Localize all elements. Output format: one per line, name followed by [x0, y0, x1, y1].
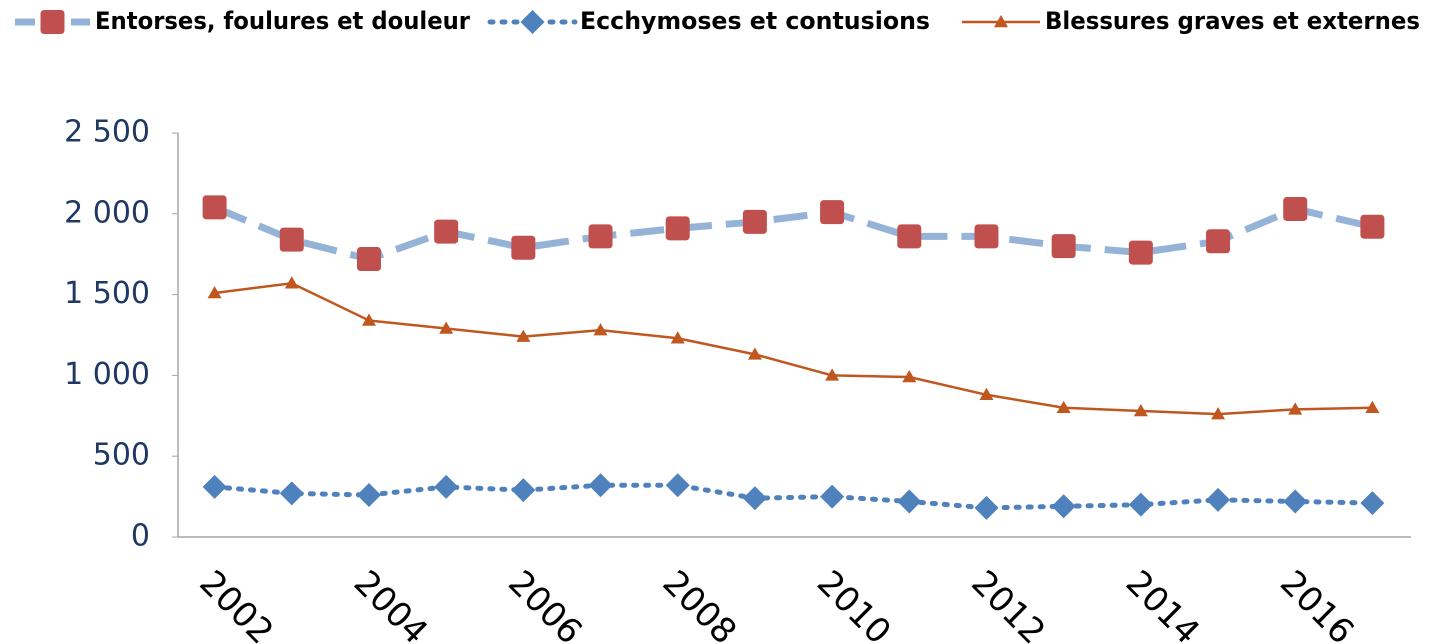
data-point [897, 489, 922, 514]
data-point [356, 482, 381, 507]
x-tick-label: 2002 [192, 563, 281, 644]
data-point [202, 195, 227, 220]
data-point [434, 219, 459, 244]
data-point [1133, 403, 1148, 417]
data-point [1283, 196, 1308, 221]
series-line [213, 204, 1374, 263]
data-point [825, 368, 840, 381]
data-point [974, 224, 999, 249]
data-point [1128, 240, 1153, 265]
x-tick-label: 2016 [1272, 563, 1361, 644]
data-point [588, 473, 613, 498]
series-line [212, 482, 1375, 511]
data-point [1288, 402, 1303, 415]
data-point [1283, 489, 1308, 514]
legend-label: Ecchymoses et contusions [580, 7, 930, 35]
data-point [588, 224, 613, 249]
data-point [202, 474, 227, 499]
data-point [593, 323, 608, 336]
data-point [1056, 400, 1071, 413]
data-point [439, 321, 454, 334]
data-point [820, 484, 845, 509]
data-point [897, 224, 922, 249]
legend-label: Blessures graves et externes [1045, 7, 1420, 35]
legend-marker [994, 15, 1008, 28]
data-point [356, 247, 381, 272]
data-point [511, 478, 536, 503]
data-point [1360, 214, 1385, 239]
data-point [1206, 229, 1231, 254]
y-tick-label: 500 [93, 438, 150, 473]
data-point [902, 370, 917, 383]
data-point [1211, 407, 1226, 420]
data-point [820, 200, 845, 225]
data-point [742, 209, 767, 234]
data-point [979, 387, 994, 401]
y-tick-label: 2 000 [64, 195, 150, 230]
data-point [665, 473, 690, 498]
data-point [1051, 494, 1076, 519]
data-point [511, 235, 536, 260]
data-point [434, 474, 459, 499]
data-point [1051, 234, 1076, 259]
data-point [974, 495, 999, 520]
legend-marker [520, 10, 545, 34]
x-tick-label: 2010 [809, 563, 898, 644]
data-point [1206, 487, 1231, 512]
y-tick-label: 1 000 [64, 357, 150, 392]
data-point [207, 285, 222, 299]
x-tick-label: 2014 [1118, 563, 1207, 644]
y-tick-label: 0 [131, 519, 150, 554]
data-point [1128, 492, 1153, 517]
y-tick-label: 2 500 [64, 115, 150, 150]
data-point [284, 276, 299, 289]
x-tick-label: 2004 [346, 563, 435, 644]
legend-marker [40, 10, 65, 34]
data-point [1365, 400, 1380, 413]
data-point [665, 216, 690, 241]
data-point [516, 329, 531, 342]
legend-label: Entorses, foulures et douleur [95, 7, 470, 35]
data-point [747, 347, 762, 360]
data-point [670, 331, 685, 344]
x-tick-label: 2006 [500, 563, 589, 644]
series-line [214, 282, 1373, 416]
data-point [279, 481, 304, 506]
y-tick-label: 1 500 [64, 276, 150, 311]
x-tick-label: 2008 [655, 563, 744, 644]
data-point [279, 227, 304, 252]
x-tick-label: 2012 [963, 563, 1052, 644]
data-point [361, 313, 376, 326]
data-point [1360, 491, 1385, 516]
data-point [742, 486, 767, 511]
